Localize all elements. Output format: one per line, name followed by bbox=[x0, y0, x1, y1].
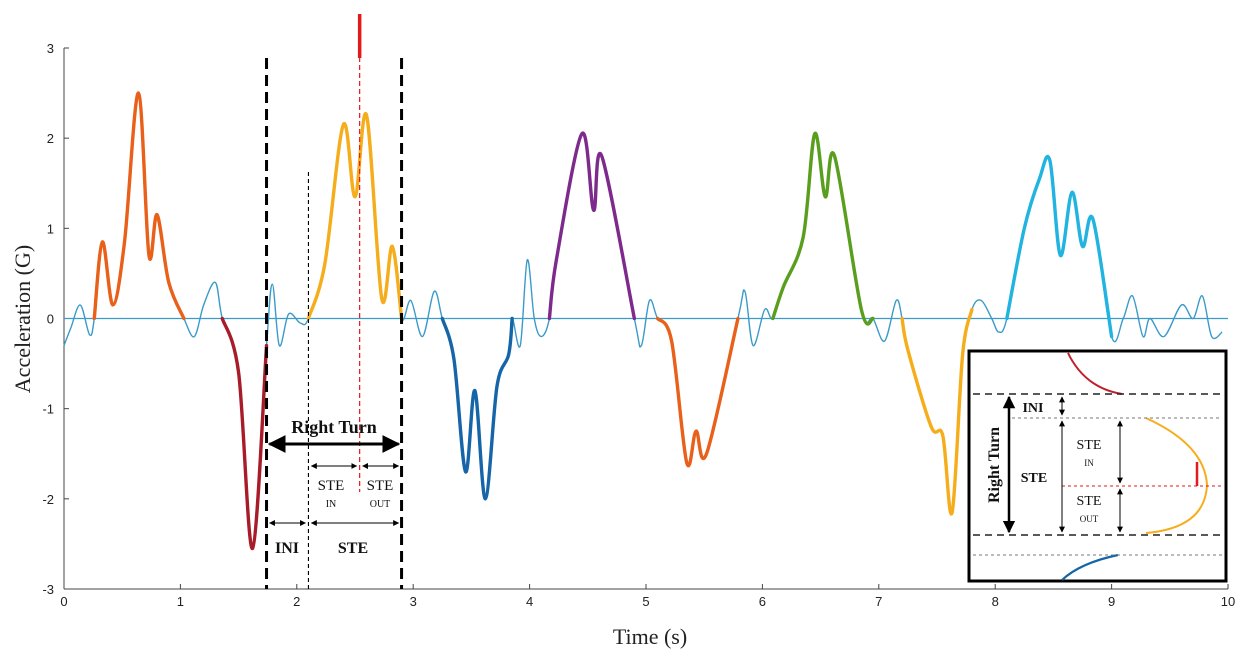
inset-right-turn-label: Right Turn bbox=[986, 427, 1003, 503]
ste-out-sub-label: OUT bbox=[370, 499, 391, 510]
y-tick-label: -3 bbox=[42, 582, 54, 597]
ste-out-label: STE bbox=[367, 478, 394, 494]
inset-ste-label: STE bbox=[1021, 471, 1047, 486]
x-tick-label: 8 bbox=[992, 594, 999, 609]
inset-ste-out-sub-label: OUT bbox=[1080, 514, 1099, 524]
highlight-segment bbox=[92, 91, 186, 321]
inset-yellow-curve bbox=[1145, 417, 1209, 534]
y-tick-label: -2 bbox=[42, 492, 54, 507]
x-tick-label: 9 bbox=[1108, 594, 1115, 609]
markers-layer bbox=[265, 14, 404, 589]
y-axis-label: Acceleration (G) bbox=[10, 245, 35, 393]
x-tick-label: 3 bbox=[410, 594, 417, 609]
ini-label: INI bbox=[275, 540, 299, 557]
highlight-segment bbox=[220, 316, 269, 551]
x-tick-label: 5 bbox=[642, 594, 649, 609]
y-tick-label: 3 bbox=[47, 41, 54, 56]
y-tick-label: 0 bbox=[47, 312, 54, 327]
highlight-segment bbox=[900, 307, 974, 516]
highlight-segment bbox=[655, 316, 740, 468]
highlight-segment bbox=[306, 111, 404, 321]
highlight-segment bbox=[440, 316, 514, 501]
ste-in-sub-label: IN bbox=[326, 499, 337, 510]
series-layer bbox=[63, 91, 1228, 551]
inset-blue-curve bbox=[1061, 553, 1119, 581]
x-tick-label: 4 bbox=[526, 594, 533, 609]
x-tick-label: 1 bbox=[177, 594, 184, 609]
y-tick-label: 2 bbox=[47, 131, 54, 146]
highlight-segment bbox=[771, 131, 875, 326]
inset-red-curve bbox=[1067, 352, 1123, 395]
highlight-segment bbox=[547, 131, 637, 321]
ste-in-label: STE bbox=[318, 478, 345, 494]
x-tick-label: 2 bbox=[293, 594, 300, 609]
right-turn-label: Right Turn bbox=[291, 417, 377, 437]
inset-ste-out-label: STE bbox=[1077, 494, 1102, 509]
phase-annotations: Right Turn STE IN STE OUT INI STE bbox=[275, 417, 393, 557]
right-turn-inset: Right Turn INI STE STE IN STE OUT bbox=[967, 349, 1228, 583]
x-tick-label: 0 bbox=[60, 594, 67, 609]
x-axis-label: Time (s) bbox=[613, 624, 687, 649]
ste-label: STE bbox=[338, 540, 368, 557]
x-tick-label: 7 bbox=[875, 594, 882, 609]
x-tick-label: 10 bbox=[1221, 594, 1235, 609]
inset-ini-label: INI bbox=[1022, 401, 1043, 416]
inset-ste-in-label: STE bbox=[1077, 438, 1102, 453]
highlight-segment bbox=[1005, 154, 1114, 339]
x-tick-label: 6 bbox=[759, 594, 766, 609]
inset-ste-in-sub-label: IN bbox=[1084, 458, 1094, 468]
y-tick-label: 1 bbox=[47, 221, 54, 236]
y-tick-label: -1 bbox=[42, 402, 54, 417]
